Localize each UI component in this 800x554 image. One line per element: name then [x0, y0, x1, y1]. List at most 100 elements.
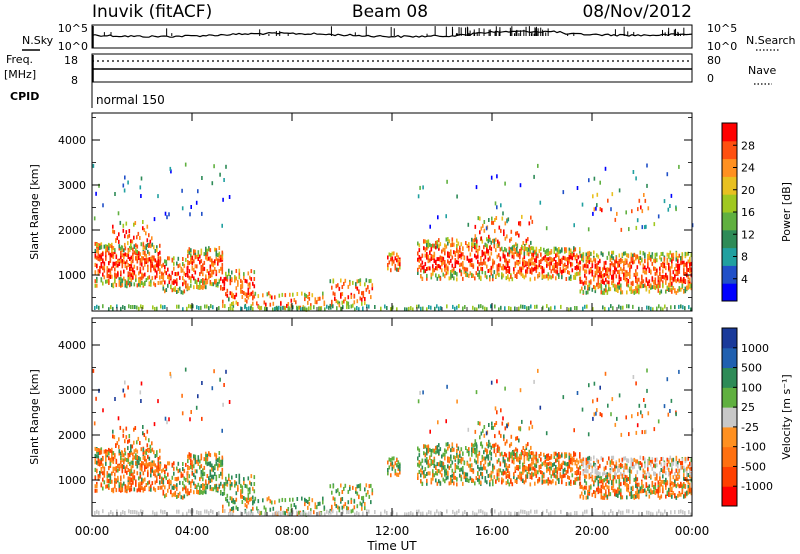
- velocity-cell: [547, 467, 550, 472]
- velocity-cell: [211, 463, 213, 468]
- power-cell: [520, 304, 522, 309]
- velocity-cell: [541, 471, 544, 475]
- power-cell: [540, 265, 542, 270]
- power-cell: [683, 268, 685, 273]
- power-cell: [205, 274, 207, 279]
- velocity-cell: [614, 492, 616, 497]
- power-cell: [292, 305, 294, 310]
- velocity-cell: [161, 469, 163, 474]
- velocity-cell: [156, 479, 158, 483]
- velocity-cell: [462, 451, 464, 456]
- power-cell: [210, 304, 212, 309]
- velocity-cell: [564, 461, 566, 466]
- nave-label: Nave: [748, 64, 776, 77]
- power-cell: [456, 238, 458, 243]
- velocity-cell: [570, 466, 572, 471]
- power-cell: [553, 257, 556, 262]
- velocity-cell: [143, 433, 146, 437]
- velocity-cell: [587, 495, 589, 500]
- power-cell: [176, 290, 178, 294]
- power-cell: [492, 264, 494, 269]
- power-cell: [474, 276, 476, 281]
- power-cell: [238, 275, 241, 280]
- velocity-cell: [460, 467, 463, 472]
- velocity-cell: [206, 462, 209, 467]
- power-cell: [523, 275, 526, 280]
- power-cell: [221, 267, 224, 271]
- velocity-cell: [130, 483, 133, 488]
- velocity-cell: [240, 483, 242, 488]
- power-cell: [660, 275, 663, 279]
- power-cell: [177, 288, 180, 293]
- power-cell: [546, 257, 548, 262]
- power-cell: [120, 270, 122, 275]
- power-cell: [483, 251, 485, 256]
- power-cell: [684, 262, 687, 267]
- power-cell: [304, 292, 306, 297]
- velocity-cell: [99, 448, 101, 453]
- power-cell: [185, 284, 187, 289]
- power-cell: [129, 264, 131, 268]
- velocity-cell: [495, 453, 497, 458]
- power-cell: [136, 235, 138, 240]
- power-cell: [488, 218, 490, 222]
- power-cell: [354, 307, 356, 312]
- power-cell: [132, 305, 134, 309]
- velocity-cell: [190, 488, 192, 493]
- velocity-cell: [562, 471, 565, 475]
- velocity-cell: [484, 456, 487, 461]
- velocity-cell: [505, 471, 508, 476]
- velocity-cell: [527, 442, 529, 447]
- power-cell: [555, 260, 557, 264]
- power-cell: [644, 265, 646, 270]
- power-cell: [564, 256, 566, 261]
- power-cell: [535, 255, 538, 260]
- power-cell: [513, 267, 515, 272]
- power-cell: [126, 265, 128, 270]
- power-cell: [599, 180, 601, 185]
- velocity-cell: [165, 464, 168, 469]
- power-cell: [100, 242, 103, 247]
- power-cell: [599, 259, 601, 264]
- velocity-cell: [293, 503, 296, 507]
- velocity-cell: [435, 471, 437, 476]
- power-cell: [477, 259, 479, 264]
- velocity-cell: [317, 502, 320, 506]
- velocity-cell: [611, 459, 613, 464]
- power-cell: [665, 280, 667, 285]
- power-cell: [496, 264, 499, 269]
- velocity-cell: [438, 449, 440, 454]
- velocity-cell: [475, 442, 478, 447]
- velocity-cell: [498, 468, 500, 473]
- power-cell: [448, 260, 451, 265]
- velocity-cell: [555, 474, 557, 479]
- power-cell: [266, 292, 269, 297]
- power-cell: [445, 237, 448, 242]
- velocity-cell: [238, 480, 241, 485]
- velocity-cell: [547, 477, 550, 482]
- velocity-cell: [556, 475, 559, 480]
- velocity-cell: [171, 485, 174, 490]
- power-cell: [576, 264, 578, 269]
- velocity-cell: [445, 442, 448, 447]
- velocity-cell: [364, 506, 366, 511]
- power-cell: [642, 269, 645, 274]
- power-cell: [549, 251, 551, 256]
- power-cell: [182, 276, 184, 281]
- power-cell: [221, 252, 224, 257]
- power-cell: [537, 273, 539, 278]
- power-cell: [252, 301, 254, 306]
- power-cell: [492, 220, 495, 225]
- velocity-cell: [638, 489, 640, 494]
- power-cell: [516, 243, 519, 248]
- power-cell: [680, 304, 682, 309]
- velocity-cell: [208, 476, 210, 481]
- power-cell: [224, 304, 226, 309]
- power-cell: [120, 246, 122, 251]
- velocity-cell: [636, 493, 639, 498]
- velocity-cell: [131, 444, 134, 449]
- power-cell: [680, 256, 682, 260]
- power-cell: [221, 223, 223, 228]
- power-cell: [138, 279, 140, 283]
